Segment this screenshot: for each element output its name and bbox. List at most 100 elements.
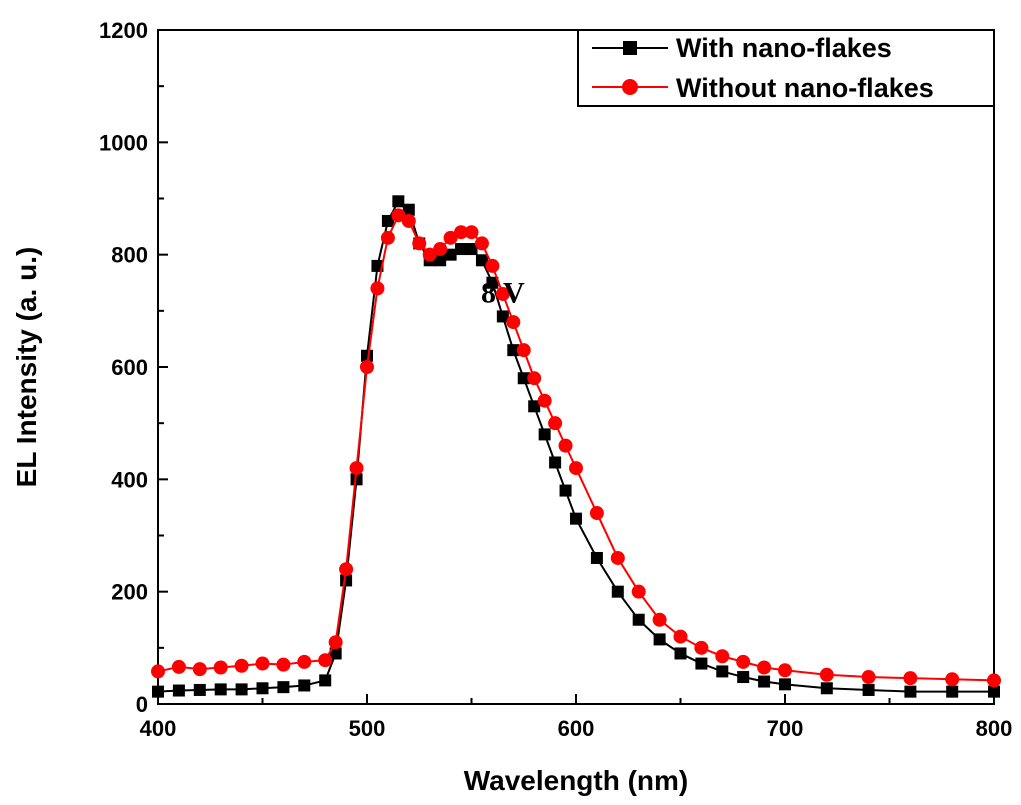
data-point-without-7 [297,654,312,669]
data-point-without-33 [589,506,604,521]
data-point-with-38 [695,657,708,670]
data-point-with-39 [716,665,729,678]
data-point-without-18 [422,247,437,262]
data-point-without-28 [527,371,542,386]
data-point-without-44 [861,670,876,685]
data-point-with-16 [402,203,415,216]
data-point-without-34 [610,550,625,565]
data-point-with-44 [862,683,875,696]
data-point-without-2 [192,662,207,677]
data-point-without-11 [349,461,364,476]
y-tick-label-1000: 1000 [99,130,148,155]
y-axis-title: EL Intensity (a. u.) [11,247,42,488]
series-line-0 [157,199,994,693]
data-point-with-47 [988,685,1000,698]
data-point-without-19 [433,242,448,257]
y-tick-label-400: 400 [111,467,148,492]
data-point-without-9 [328,635,343,650]
data-point-without-14 [380,230,395,245]
data-point-without-20 [443,230,458,245]
data-point-with-27 [517,372,530,385]
data-point-with-11 [350,473,363,486]
data-point-with-5 [256,682,269,695]
data-point-without-39 [715,649,730,664]
data-point-without-30 [548,416,563,431]
data-point-with-12 [361,349,373,362]
x-tick-label-700: 700 [767,716,804,741]
data-point-with-37 [674,647,687,660]
x-tick-label-500: 500 [349,716,386,741]
data-point-with-6 [277,681,290,694]
x-tick-label-800: 800 [976,716,1013,741]
data-point-with-22 [465,243,478,256]
data-point-with-20 [444,248,457,261]
data-point-with-19 [434,254,447,267]
data-point-with-41 [758,675,771,688]
data-point-without-38 [694,640,709,655]
data-point-with-40 [737,671,750,684]
data-point-with-2 [193,683,206,696]
x-tick-label-600: 600 [558,716,595,741]
voltage-annotation: 8 V [481,276,525,309]
data-point-without-31 [558,438,573,453]
data-point-without-27 [516,343,531,358]
data-point-without-10 [339,562,354,577]
y-tick-label-0: 0 [136,692,148,717]
data-point-with-8 [319,674,332,687]
data-point-with-24 [486,276,499,289]
data-point-with-32 [570,512,582,525]
data-point-without-47 [987,673,1001,688]
data-point-with-46 [946,685,959,698]
data-point-with-45 [904,685,917,698]
data-point-with-4 [235,683,248,696]
data-point-with-15 [392,195,405,208]
data-point-without-16 [401,213,416,228]
data-point-with-43 [820,682,833,695]
data-point-without-46 [945,672,960,687]
data-point-without-4 [234,658,249,673]
data-point-without-6 [276,657,291,672]
data-point-without-37 [673,629,688,644]
ticks-layer: 400 500 600 700 800 0 200 400 600 800 1000 1200 [99,18,1012,741]
data-point-with-13 [371,259,384,272]
x-axis-title: Wavelength (nm) [464,765,689,796]
data-point-without-13 [370,281,385,296]
data-point-with-23 [475,254,488,267]
data-point-without-0 [151,664,165,679]
data-point-with-26 [507,344,520,357]
data-point-with-33 [590,551,603,564]
data-point-without-3 [213,660,228,675]
data-point-without-17 [412,236,427,251]
legend-label-without: Without nano-flakes [676,73,934,103]
y-tick-label-200: 200 [111,580,148,605]
data-point-without-23 [474,236,489,251]
plot-frame [157,29,995,705]
series-line-1 [157,213,995,682]
data-point-with-28 [528,400,541,413]
data-point-with-14 [381,214,394,227]
data-point-without-41 [757,660,772,675]
y-tick-label-1200: 1200 [99,18,148,43]
data-point-with-25 [496,310,509,323]
data-point-with-36 [653,633,666,646]
data-point-with-30 [549,456,562,469]
data-point-with-7 [298,679,311,692]
legend-box [577,29,995,107]
data-point-with-21 [455,243,468,256]
data-point-without-36 [652,612,667,627]
data-point-with-9 [329,647,342,660]
data-point-without-21 [454,225,469,240]
data-point-without-5 [255,656,270,671]
legend-marker-without [622,79,638,95]
data-point-with-34 [611,585,624,598]
data-point-with-35 [632,613,645,626]
data-point-with-1 [172,684,185,697]
series-layer [151,195,1001,698]
data-point-with-29 [538,428,551,441]
legend-marker-with [623,41,637,55]
data-point-without-1 [171,659,186,674]
data-point-with-31 [559,484,572,497]
data-point-with-0 [152,685,164,698]
data-point-without-29 [537,393,552,408]
